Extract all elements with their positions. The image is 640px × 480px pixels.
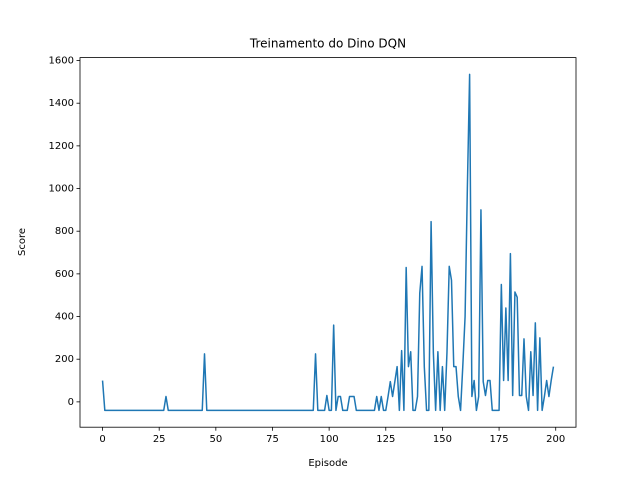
y-tick-label: 1000 <box>49 184 74 195</box>
x-tick-label: 100 <box>320 434 339 445</box>
chart-title: Treinamento do Dino DQN <box>249 37 406 51</box>
x-tick-label: 200 <box>546 434 565 445</box>
x-tick-label: 175 <box>490 434 509 445</box>
y-tick-label: 800 <box>55 226 74 237</box>
x-tick-label: 50 <box>209 434 222 445</box>
axes-frame <box>79 57 577 428</box>
y-tick-label: 400 <box>55 312 74 323</box>
y-tick-label: 200 <box>55 354 74 365</box>
x-tick-label: 150 <box>433 434 452 445</box>
data-line <box>101 73 555 412</box>
x-tick-label: 75 <box>266 434 279 445</box>
x-tick-label: 125 <box>376 434 395 445</box>
y-tick-label: 1400 <box>49 98 74 109</box>
x-axis-label: Episode <box>308 458 347 469</box>
y-tick-label: 600 <box>55 269 74 280</box>
y-tick-label: 1200 <box>49 141 74 152</box>
x-tick-label: 0 <box>99 434 105 445</box>
y-axis-label: Score <box>17 228 28 256</box>
x-tick-label: 25 <box>153 434 166 445</box>
y-tick-label: 1600 <box>49 56 74 67</box>
y-tick-label: 0 <box>68 397 74 408</box>
